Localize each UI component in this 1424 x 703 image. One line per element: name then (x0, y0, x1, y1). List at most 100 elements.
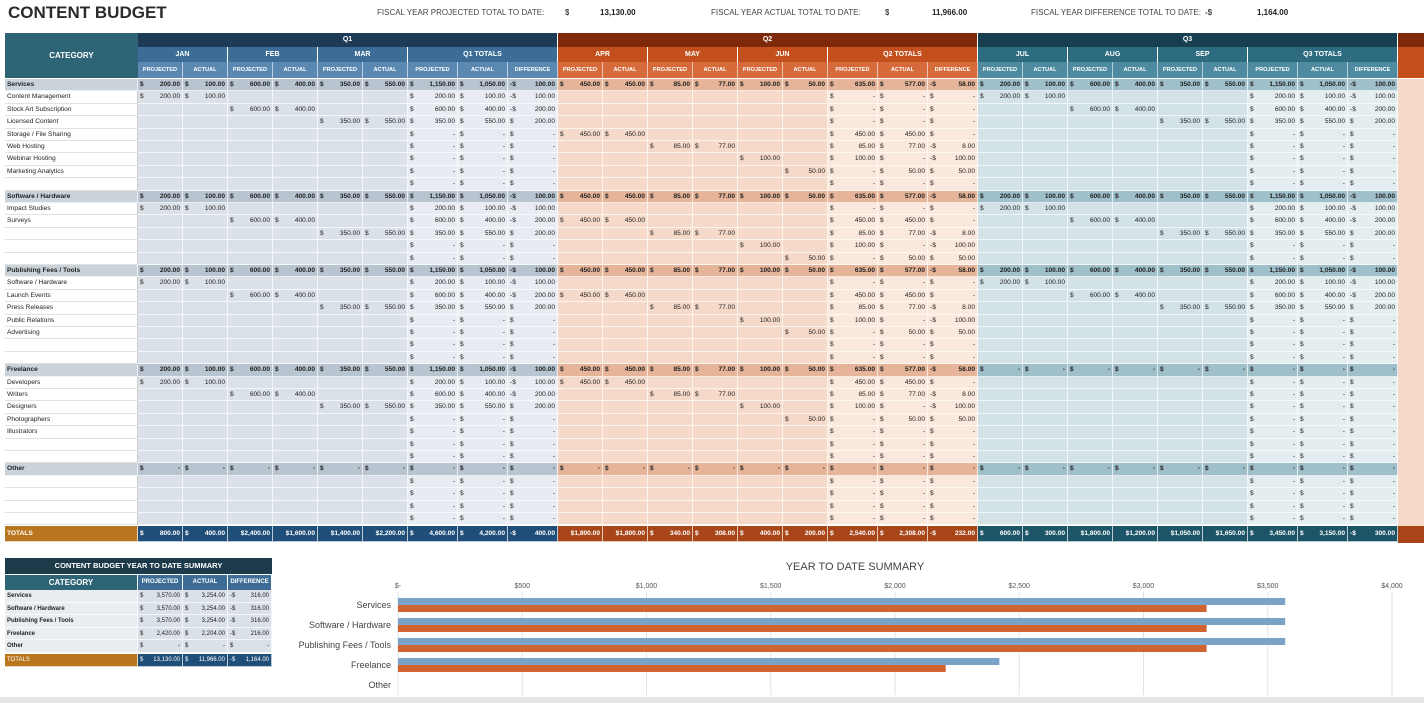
cell: $ - (928, 178, 978, 191)
cell (693, 314, 738, 327)
cell: $ 50.00 (783, 327, 828, 340)
cell (1158, 339, 1203, 352)
cell (228, 240, 273, 253)
cell: $ 77.00 (693, 190, 738, 203)
cell (693, 488, 738, 501)
bar (398, 605, 1207, 612)
cell: $ - (1298, 513, 1348, 526)
cell (783, 116, 828, 129)
cell (363, 277, 408, 290)
cell: $ 77.00 (693, 302, 738, 315)
cell: $ 85.00 (648, 227, 693, 241)
cell (1113, 227, 1158, 241)
cell: -$ 200.00 (1348, 289, 1398, 303)
cell (1158, 153, 1203, 166)
cell (183, 116, 228, 129)
cell (783, 500, 828, 513)
cell (1068, 339, 1113, 352)
cell: -$ 8.00 (928, 227, 978, 241)
cell: $ - (1248, 165, 1298, 179)
cell (1023, 413, 1068, 427)
cell: $ 350.00 (1158, 227, 1203, 241)
cell (363, 203, 408, 216)
cell (138, 401, 183, 414)
sub-header: PROJECTED (978, 62, 1023, 78)
cell: $ 635.00 (828, 364, 878, 377)
cell: -$ 58.00 (928, 265, 978, 278)
cell (318, 339, 363, 352)
summary-cell: $ 3,254.00 (183, 615, 228, 628)
cell: $ - (1248, 327, 1298, 340)
cell (738, 165, 783, 179)
cell (738, 178, 783, 191)
cell: $ - (878, 438, 928, 451)
cell: $ 550.00 (1203, 302, 1248, 315)
cell: $ 350.00 (1158, 302, 1203, 315)
cell (1068, 116, 1113, 129)
cell: -$ 100.00 (928, 314, 978, 327)
cell (1068, 314, 1113, 327)
cell (693, 351, 738, 365)
cell (978, 314, 1023, 327)
cell (228, 277, 273, 290)
sub-header: ACTUAL (603, 62, 648, 78)
cell: $ - (508, 339, 558, 352)
cell: $ - (508, 500, 558, 513)
cell (1203, 475, 1248, 489)
summary-cell: $ 3,254.00 (183, 590, 228, 603)
cell (138, 351, 183, 365)
cell: $ 600.00 (1068, 79, 1113, 92)
cell (558, 513, 603, 526)
cell (693, 289, 738, 303)
cell (783, 277, 828, 290)
group-label: Publishing Fees / Tools (5, 265, 138, 278)
cell: $ 400.00 (273, 103, 318, 117)
cell (558, 401, 603, 414)
cell (318, 351, 363, 365)
sub-header: PROJECTED (648, 62, 693, 78)
cell (273, 153, 318, 166)
cell: $ 400.00 (738, 526, 783, 543)
cell: $ 550.00 (363, 79, 408, 92)
cell (1068, 91, 1113, 104)
cell (363, 289, 408, 303)
cell: -$ 100.00 (1348, 79, 1398, 92)
cell: $ 100.00 (458, 203, 508, 216)
cell (558, 178, 603, 191)
cell (1158, 389, 1203, 402)
cell: $ 77.00 (693, 265, 738, 278)
cell: $ - (1348, 165, 1398, 179)
cell (648, 475, 693, 489)
cell: $ - (1348, 513, 1398, 526)
cell (273, 327, 318, 340)
cell (1158, 327, 1203, 340)
cell (273, 438, 318, 451)
cell (1113, 277, 1158, 290)
cell (558, 277, 603, 290)
cell (1023, 500, 1068, 513)
cell: $ 450.00 (558, 289, 603, 303)
cell (1068, 128, 1113, 141)
cell: $ - (878, 463, 928, 476)
totals-header: Q1 TOTALS (408, 47, 558, 62)
cell (1203, 500, 1248, 513)
cell (978, 215, 1023, 228)
summary-cell: $ - (138, 640, 183, 653)
cell (138, 438, 183, 451)
cell (603, 426, 648, 439)
cell (738, 451, 783, 464)
cell (1203, 401, 1248, 414)
sub-header: PROJECTED (558, 62, 603, 78)
cell: $ 400.00 (183, 526, 228, 543)
cell (978, 389, 1023, 402)
cell (228, 128, 273, 141)
cell (138, 327, 183, 340)
cell: $ 600.00 (228, 215, 273, 228)
cell: $ - (828, 103, 878, 117)
cell (1113, 128, 1158, 141)
cell (228, 339, 273, 352)
cell: $ - (1298, 327, 1348, 340)
cell: $ - (508, 451, 558, 464)
cell (228, 500, 273, 513)
cell (603, 141, 648, 154)
